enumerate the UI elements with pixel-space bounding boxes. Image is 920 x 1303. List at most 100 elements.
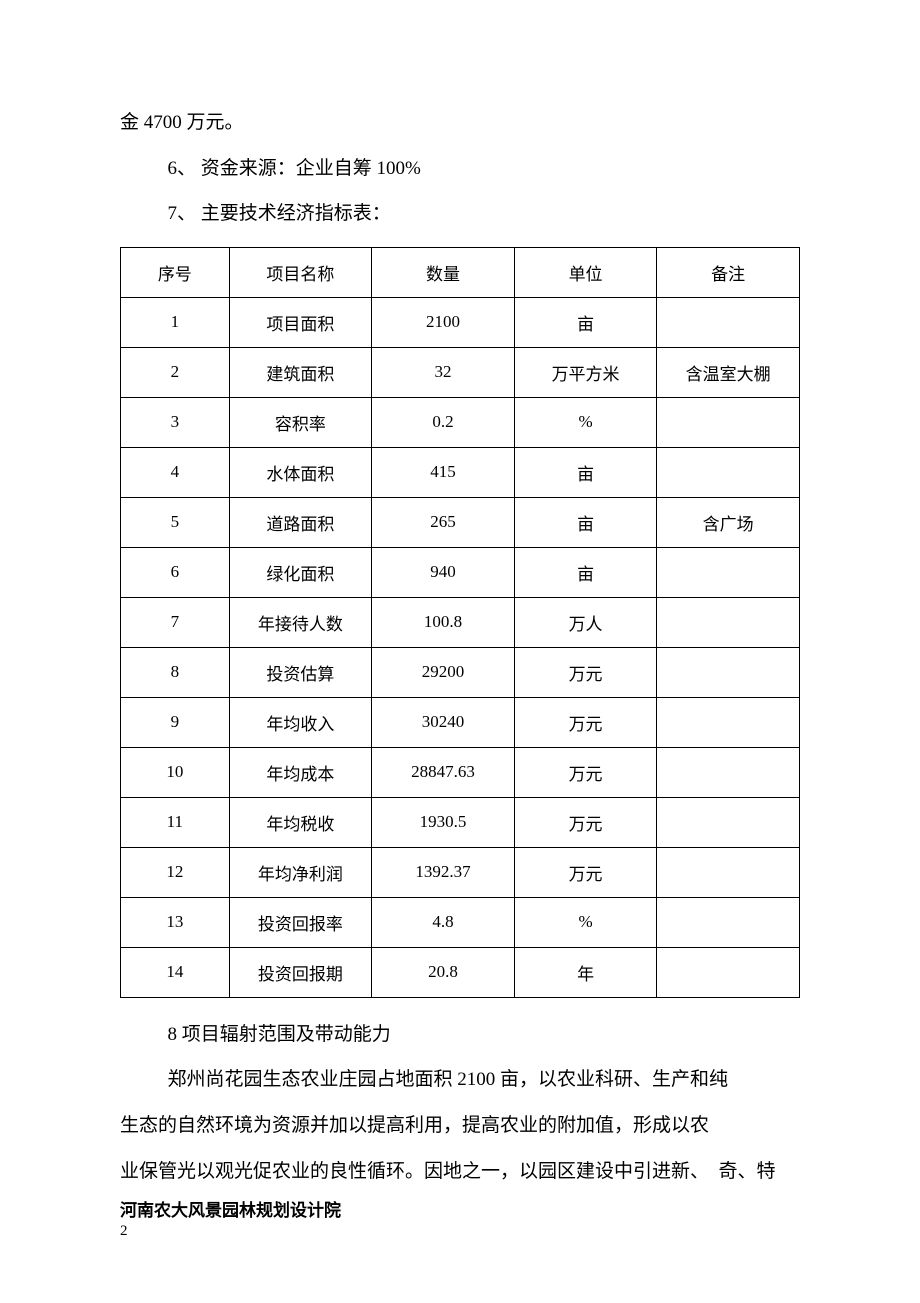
table-cell <box>657 697 800 747</box>
table-cell: 道路面积 <box>229 497 372 547</box>
col-header-note: 备注 <box>657 247 800 297</box>
table-cell: 3 <box>121 397 230 447</box>
table-cell <box>657 897 800 947</box>
table-cell: 项目面积 <box>229 297 372 347</box>
col-header-unit: 单位 <box>514 247 657 297</box>
table-cell: 水体面积 <box>229 447 372 497</box>
table-cell: 29200 <box>372 647 515 697</box>
section-8-block: 8 项目辐射范围及带动能力 郑州尚花园生态农业庄园占地面积 2100 亩，以农业… <box>120 1012 800 1194</box>
table-cell: 投资回报率 <box>229 897 372 947</box>
table-row: 13投资回报率4.8% <box>121 897 800 947</box>
table-cell: 年均成本 <box>229 747 372 797</box>
table-cell: 投资回报期 <box>229 947 372 997</box>
footer-organization: 河南农大风景园林规划设计院 <box>120 1196 800 1221</box>
table-cell: 建筑面积 <box>229 347 372 397</box>
table-cell: 5 <box>121 497 230 547</box>
table-cell: 9 <box>121 697 230 747</box>
table-cell <box>657 547 800 597</box>
document-page: 金 4700 万元。 6、 资金来源：企业自筹 100% 7、 主要技术经济指标… <box>0 0 920 1280</box>
table-row: 7年接待人数100.8万人 <box>121 597 800 647</box>
indicators-table: 序号 项目名称 数量 单位 备注 1项目面积2100亩2建筑面积32万平方米含温… <box>120 247 800 998</box>
table-cell: 1 <box>121 297 230 347</box>
table-cell: 1930.5 <box>372 797 515 847</box>
table-cell: 亩 <box>514 297 657 347</box>
table-cell: 含广场 <box>657 497 800 547</box>
table-cell: 投资估算 <box>229 647 372 697</box>
table-cell: 4 <box>121 447 230 497</box>
table-cell <box>657 847 800 897</box>
table-cell <box>657 297 800 347</box>
table-cell: 32 <box>372 347 515 397</box>
list-item-7: 7、 主要技术经济指标表： <box>120 191 800 237</box>
table-cell <box>657 397 800 447</box>
table-cell: 容积率 <box>229 397 372 447</box>
table-cell: 万元 <box>514 847 657 897</box>
table-cell: 415 <box>372 447 515 497</box>
table-cell: 亩 <box>514 547 657 597</box>
table-cell: 万元 <box>514 797 657 847</box>
table-cell: 10 <box>121 747 230 797</box>
table-cell: 万元 <box>514 697 657 747</box>
list-item-6: 6、 资金来源：企业自筹 100% <box>120 146 800 192</box>
table-row: 10年均成本28847.63万元 <box>121 747 800 797</box>
table-cell: 万人 <box>514 597 657 647</box>
table-row: 1项目面积2100亩 <box>121 297 800 347</box>
table-cell: 万平方米 <box>514 347 657 397</box>
table-row: 8投资估算29200万元 <box>121 647 800 697</box>
table-cell <box>657 947 800 997</box>
table-cell: 14 <box>121 947 230 997</box>
table-cell: 7 <box>121 597 230 647</box>
table-cell: 8 <box>121 647 230 697</box>
table-cell: 11 <box>121 797 230 847</box>
table-row: 2建筑面积32万平方米含温室大棚 <box>121 347 800 397</box>
table-cell: 绿化面积 <box>229 547 372 597</box>
table-row: 5道路面积265亩含广场 <box>121 497 800 547</box>
table-cell: 年接待人数 <box>229 597 372 647</box>
table-row: 11年均税收1930.5万元 <box>121 797 800 847</box>
table-cell: 含温室大棚 <box>657 347 800 397</box>
table-cell: 28847.63 <box>372 747 515 797</box>
table-cell: 1392.37 <box>372 847 515 897</box>
section-8-heading: 8 项目辐射范围及带动能力 <box>120 1012 800 1058</box>
text-fragment-top: 金 4700 万元。 <box>120 100 800 146</box>
col-header-seq: 序号 <box>121 247 230 297</box>
table-cell <box>657 747 800 797</box>
table-row: 14投资回报期20.8年 <box>121 947 800 997</box>
table-cell: 年均净利润 <box>229 847 372 897</box>
table-cell: 年均税收 <box>229 797 372 847</box>
table-cell: 265 <box>372 497 515 547</box>
table-row: 4水体面积415亩 <box>121 447 800 497</box>
table-row: 9年均收入30240万元 <box>121 697 800 747</box>
table-cell: 亩 <box>514 447 657 497</box>
table-cell: % <box>514 897 657 947</box>
table-row: 12年均净利润1392.37万元 <box>121 847 800 897</box>
col-header-name: 项目名称 <box>229 247 372 297</box>
table-cell: 0.2 <box>372 397 515 447</box>
table-cell <box>657 647 800 697</box>
table-cell: 年 <box>514 947 657 997</box>
table-cell: 13 <box>121 897 230 947</box>
table-cell: 20.8 <box>372 947 515 997</box>
table-cell: 万元 <box>514 747 657 797</box>
table-row: 3容积率0.2% <box>121 397 800 447</box>
table-cell <box>657 797 800 847</box>
table-cell: 亩 <box>514 497 657 547</box>
table-row: 6绿化面积940亩 <box>121 547 800 597</box>
table-cell: 100.8 <box>372 597 515 647</box>
col-header-qty: 数量 <box>372 247 515 297</box>
table-cell: 2100 <box>372 297 515 347</box>
table-body: 1项目面积2100亩2建筑面积32万平方米含温室大棚3容积率0.2%4水体面积4… <box>121 297 800 997</box>
table-cell: 6 <box>121 547 230 597</box>
table-cell: 940 <box>372 547 515 597</box>
section-8-line3: 业保管光以观光促农业的良性循环。因地之一，以园区建设中引进新、 奇、特 <box>120 1149 800 1195</box>
table-cell <box>657 597 800 647</box>
section-8-line1: 郑州尚花园生态农业庄园占地面积 2100 亩，以农业科研、生产和纯 <box>120 1057 800 1103</box>
section-8-line2: 生态的自然环境为资源并加以提高利用，提高农业的附加值，形成以农 <box>120 1103 800 1149</box>
table-cell: 12 <box>121 847 230 897</box>
table-cell: 30240 <box>372 697 515 747</box>
table-cell: 4.8 <box>372 897 515 947</box>
table-cell: 2 <box>121 347 230 397</box>
table-cell: 万元 <box>514 647 657 697</box>
table-cell <box>657 447 800 497</box>
table-cell: 年均收入 <box>229 697 372 747</box>
